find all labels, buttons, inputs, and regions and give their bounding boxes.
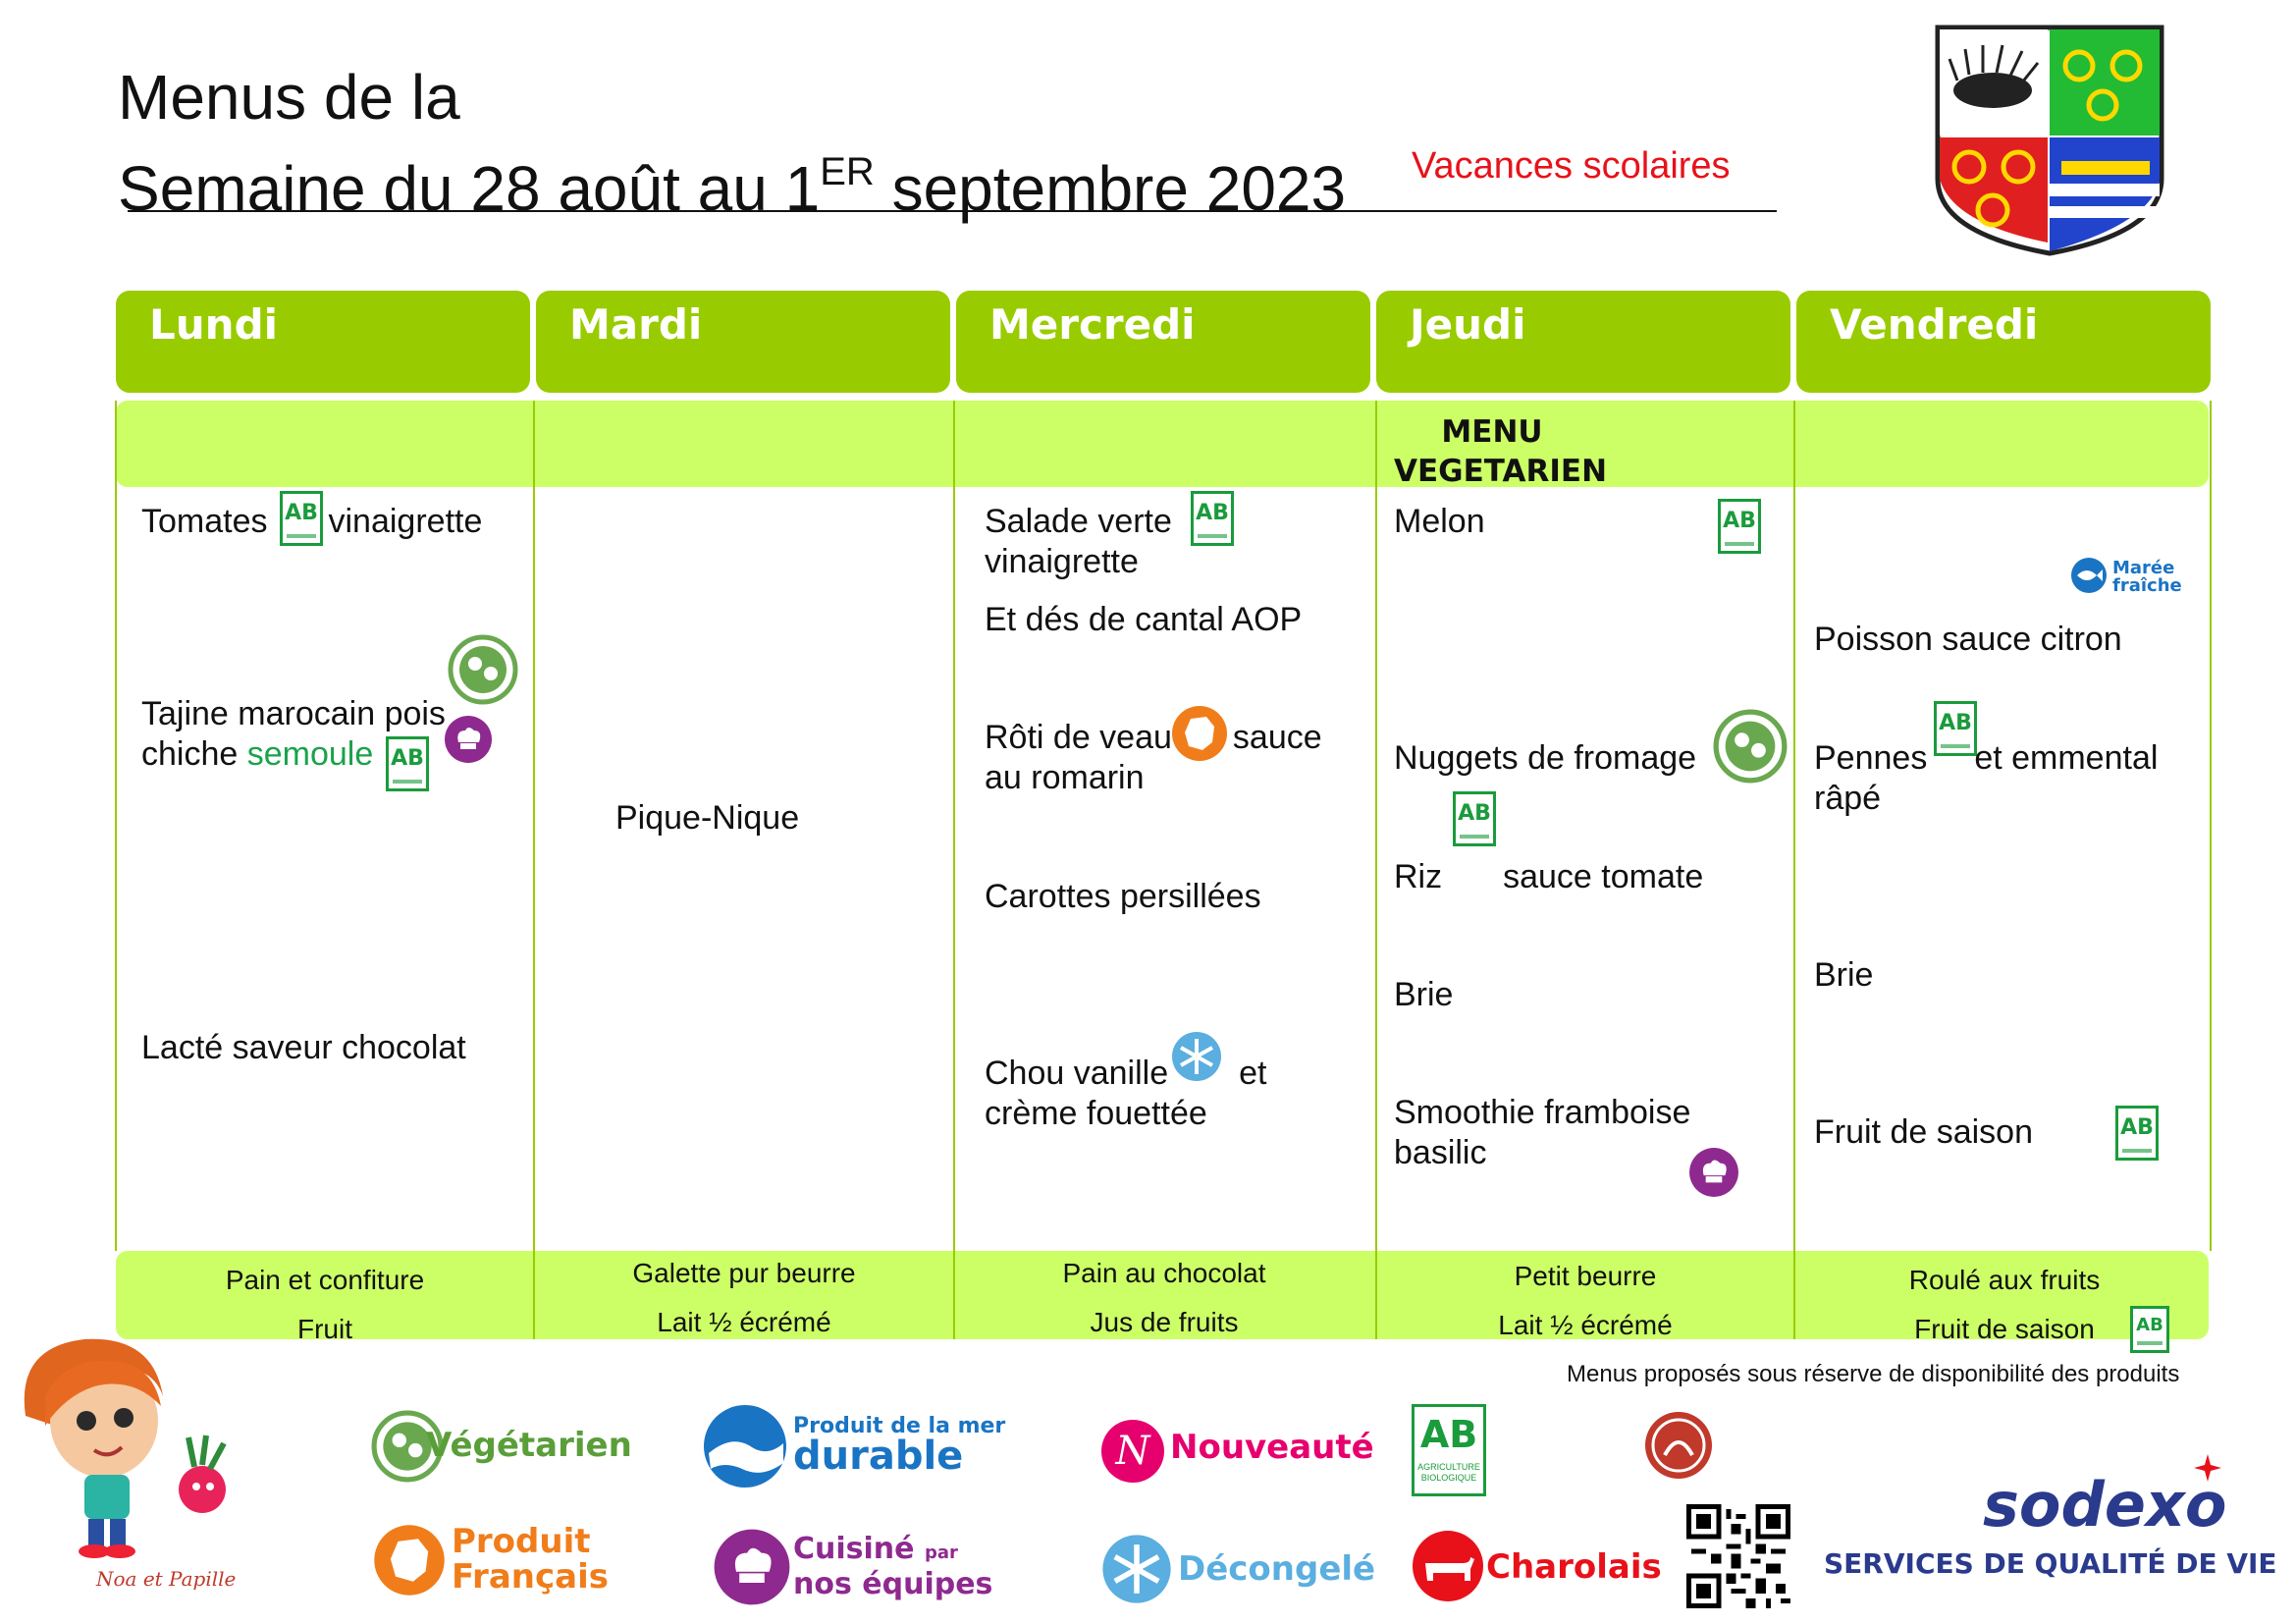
day-header-mercredi: Mercredi bbox=[956, 291, 1370, 393]
legend-mer-line-1: Produit de la mer bbox=[793, 1414, 1006, 1438]
vendredi-item-3: Brie bbox=[1814, 956, 1874, 994]
sustainable-seafood-icon bbox=[704, 1405, 786, 1488]
jeudi-item-1: Melon bbox=[1394, 503, 1485, 540]
snack-band bbox=[116, 1251, 2209, 1339]
jeudi-item-5: Smoothie framboise basilic bbox=[1394, 1094, 1691, 1171]
mercredi-item-1: Salade verte vinaigrette bbox=[985, 503, 1172, 580]
vegetarian-icon bbox=[1713, 709, 1788, 784]
fish-icon bbox=[2071, 558, 2107, 593]
frozen-product-icon bbox=[1172, 1032, 1221, 1081]
title-line-2: Semaine du 28 août au 1ER septembre 2023 bbox=[118, 150, 1347, 224]
town-crest-icon bbox=[1935, 25, 2164, 256]
cooked-by-our-teams-icon bbox=[1689, 1148, 1738, 1197]
mardi-item-1: Pique-Nique bbox=[615, 799, 800, 837]
cooked-by-our-teams-legend-icon bbox=[714, 1529, 790, 1605]
column-divider bbox=[2210, 401, 2212, 1251]
snack-mercredi: Pain au chocolat Jus de fruits bbox=[1062, 1258, 1266, 1337]
jeudi-item-4: Brie bbox=[1394, 976, 1454, 1013]
organic-ab-icon: AB bbox=[1934, 701, 1977, 756]
snack-vendredi: Roulé aux fruits Fruit de saison bbox=[1908, 1265, 2101, 1344]
vendredi-item-2: Pennes et emmental râpé bbox=[1814, 739, 2159, 817]
organic-ab-icon: AB bbox=[1453, 791, 1496, 846]
cooked-by-our-teams-icon bbox=[445, 716, 492, 763]
label-rouge-icon bbox=[1645, 1412, 1712, 1479]
french-product-legend-icon bbox=[374, 1525, 445, 1596]
french-product-icon bbox=[1172, 706, 1227, 761]
organic-ab-icon: AB bbox=[1191, 491, 1234, 546]
organic-legend-icon: AB AGRICULTURE BIOLOGIQUE bbox=[1412, 1404, 1486, 1496]
snack-lundi: Pain et confiture Fruit bbox=[225, 1265, 425, 1344]
column-divider bbox=[953, 401, 955, 1339]
vendredi-item-1: Poisson sauce citron bbox=[1814, 621, 2122, 658]
holiday-note: Vacances scolaires bbox=[1412, 145, 1731, 187]
day-header-mardi: Mardi bbox=[536, 291, 950, 393]
vendredi-item-4: Fruit de saison bbox=[1814, 1113, 2033, 1151]
lundi-item-3: Lacté saveur chocolat bbox=[141, 1029, 466, 1066]
lundi-item-2: Tajine marocain pois chiche semoule bbox=[141, 695, 446, 773]
menu-header-band bbox=[116, 401, 2209, 487]
legend-mer-line-2: durable bbox=[793, 1434, 964, 1479]
legend-charolais: Charolais bbox=[1486, 1547, 1662, 1587]
qr-code[interactable] bbox=[1686, 1504, 1790, 1608]
jeudi-item-3: Riz sauce tomate bbox=[1394, 858, 1704, 895]
day-header-lundi: Lundi bbox=[116, 291, 530, 393]
new-item-icon: N bbox=[1101, 1420, 1164, 1483]
day-header-vendredi: Vendredi bbox=[1796, 291, 2211, 393]
organic-ab-icon: AB bbox=[2130, 1306, 2169, 1353]
maree-fraiche-label: Marée fraîche bbox=[2112, 558, 2182, 596]
organic-ab-icon: AB bbox=[386, 736, 429, 791]
sodexo-tagline: SERVICES DE QUALITÉ DE VIE bbox=[1824, 1547, 2277, 1580]
mercredi-item-2: Et dés de cantal AOP bbox=[985, 601, 1303, 638]
frozen-legend-icon bbox=[1102, 1535, 1171, 1603]
availability-note: Menus proposés sous réserve de disponibi… bbox=[1567, 1361, 2180, 1387]
snack-jeudi: Petit beurre Lait ½ écrémé bbox=[1498, 1261, 1673, 1340]
mascot-caption: Noa et Papille bbox=[96, 1567, 237, 1591]
organic-ab-icon: AB bbox=[2115, 1106, 2159, 1161]
mascot-illustration bbox=[24, 1338, 227, 1558]
column-divider bbox=[533, 401, 535, 1339]
mercredi-item-4: Carottes persillées bbox=[985, 878, 1261, 915]
title-line-1: Menus de la bbox=[118, 62, 460, 133]
vegetarian-icon bbox=[448, 634, 518, 705]
legend-cuisine: Cuisiné par nos équipes bbox=[793, 1532, 993, 1601]
legend-nouveaute: Nouveauté bbox=[1170, 1428, 1374, 1467]
legend-decongele: Décongelé bbox=[1178, 1549, 1376, 1589]
lundi-item-1: Tomates vinaigrette bbox=[141, 503, 483, 540]
day-header-jeudi: Jeudi bbox=[1376, 291, 1790, 393]
column-divider bbox=[1793, 401, 1795, 1339]
mercredi-item-3: Rôti de veau sauce au romarin bbox=[985, 719, 1322, 796]
legend-vegetarien: Végétarien bbox=[426, 1426, 632, 1465]
sodexo-logo: sodexo bbox=[1983, 1469, 2227, 1541]
organic-ab-icon: AB bbox=[280, 491, 323, 546]
charolais-icon bbox=[1413, 1531, 1483, 1601]
column-divider bbox=[115, 401, 117, 1251]
title-underline bbox=[128, 210, 1777, 212]
snack-mardi: Galette pur beurre Lait ½ écrémé bbox=[632, 1258, 856, 1337]
legend-produit-francais: Produit Français bbox=[452, 1522, 609, 1597]
vegetarian-legend-icon bbox=[371, 1410, 444, 1483]
star-icon bbox=[2194, 1454, 2221, 1482]
organic-ab-icon: AB bbox=[1718, 499, 1761, 554]
jeudi-item-2: Nuggets de fromage bbox=[1394, 739, 1697, 777]
vegetarian-menu-label: MENU VEGETARIEN bbox=[1394, 414, 1608, 489]
column-divider bbox=[1375, 401, 1377, 1339]
mercredi-item-5: Chou vanille et crème fouettée bbox=[985, 1055, 1267, 1132]
